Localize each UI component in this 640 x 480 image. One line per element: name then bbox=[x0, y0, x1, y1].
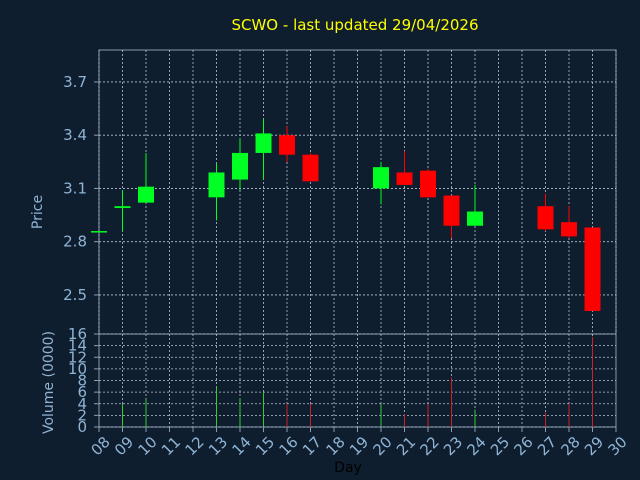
chart-title: SCWO - last updated 29/04/2026 bbox=[231, 16, 478, 34]
candle-body bbox=[373, 167, 389, 189]
candle-body bbox=[91, 231, 107, 233]
candle-body bbox=[537, 206, 554, 230]
candle-body bbox=[255, 133, 272, 153]
candle-body bbox=[584, 227, 601, 311]
volume-tick-label: 8 bbox=[77, 372, 87, 390]
price-panel: 2.5 2.8 3.1 3.4 3.7 bbox=[63, 49, 617, 335]
price-tick-label: 3.4 bbox=[63, 126, 87, 144]
volume-tick-label: 12 bbox=[68, 348, 87, 366]
candle-body bbox=[138, 186, 154, 203]
volume-tick-label: 14 bbox=[68, 337, 87, 355]
candle-body bbox=[396, 172, 413, 185]
volume-axis-label: Volume (0000) bbox=[41, 331, 57, 434]
candle-body bbox=[443, 195, 460, 226]
price-axis-label: Price bbox=[30, 195, 46, 229]
volume-tick-label: 4 bbox=[77, 395, 87, 413]
price-tick-label: 3.1 bbox=[63, 179, 87, 197]
volume-tick-label: 0 bbox=[77, 418, 87, 436]
candle-body bbox=[232, 152, 248, 180]
price-tick-label: 2.5 bbox=[63, 286, 87, 304]
candle-body bbox=[208, 172, 225, 198]
volume-tick-label: 6 bbox=[77, 383, 87, 401]
candle-body bbox=[467, 211, 483, 226]
candle-body bbox=[114, 206, 131, 208]
x-axis-label: Day bbox=[334, 460, 362, 476]
price-tick-label: 3.7 bbox=[63, 73, 87, 91]
volume-tick-label: 2 bbox=[77, 406, 87, 424]
candle-body bbox=[420, 170, 436, 198]
candle-body bbox=[561, 222, 577, 237]
volume-tick-label: 16 bbox=[68, 325, 87, 343]
volume-tick-label: 10 bbox=[68, 360, 87, 378]
candle-body bbox=[279, 135, 295, 155]
price-tick-label: 2.8 bbox=[63, 233, 87, 251]
candle-body bbox=[302, 154, 319, 182]
